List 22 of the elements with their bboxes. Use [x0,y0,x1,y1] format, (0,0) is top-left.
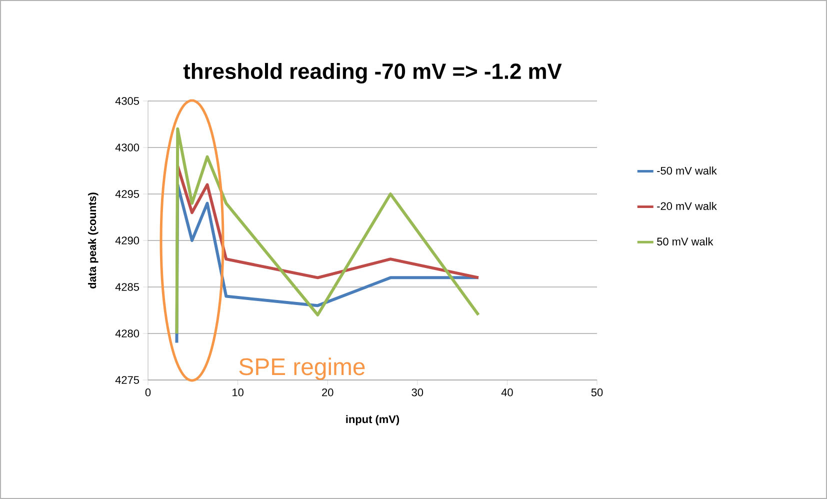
x-tick-label: 10 [232,388,244,396]
annotation: SPE regime [239,358,365,380]
x-tick-label: 50 [591,388,603,396]
y-tick-label: 4295 [115,190,140,198]
y-tick-label: 4280 [115,330,140,338]
line-series [176,164,480,280]
x-tick-label: 0 [145,388,151,396]
y-tick-label: 4285 [115,283,140,291]
chart-title: threshold reading -70 mV => -1.2 mV [183,62,562,84]
x-axis-title: input (mV) [346,415,400,426]
legend-label: 50 mV walk [657,237,714,246]
y-tick-label: 4305 [115,97,140,105]
y-axis-title: data peak (counts) [88,192,98,288]
y-tick-label: 4275 [115,376,140,384]
x-tick-label: 30 [412,388,424,396]
legend-label: -20 mV walk [657,202,717,210]
legend-label: -50 mV walk [657,166,717,175]
y-tick-label: 4290 [115,236,140,244]
line-series [175,127,480,335]
x-tick-label: 20 [322,388,334,396]
y-tick-label: 4300 [115,144,140,152]
x-tick-label: 40 [501,388,513,396]
